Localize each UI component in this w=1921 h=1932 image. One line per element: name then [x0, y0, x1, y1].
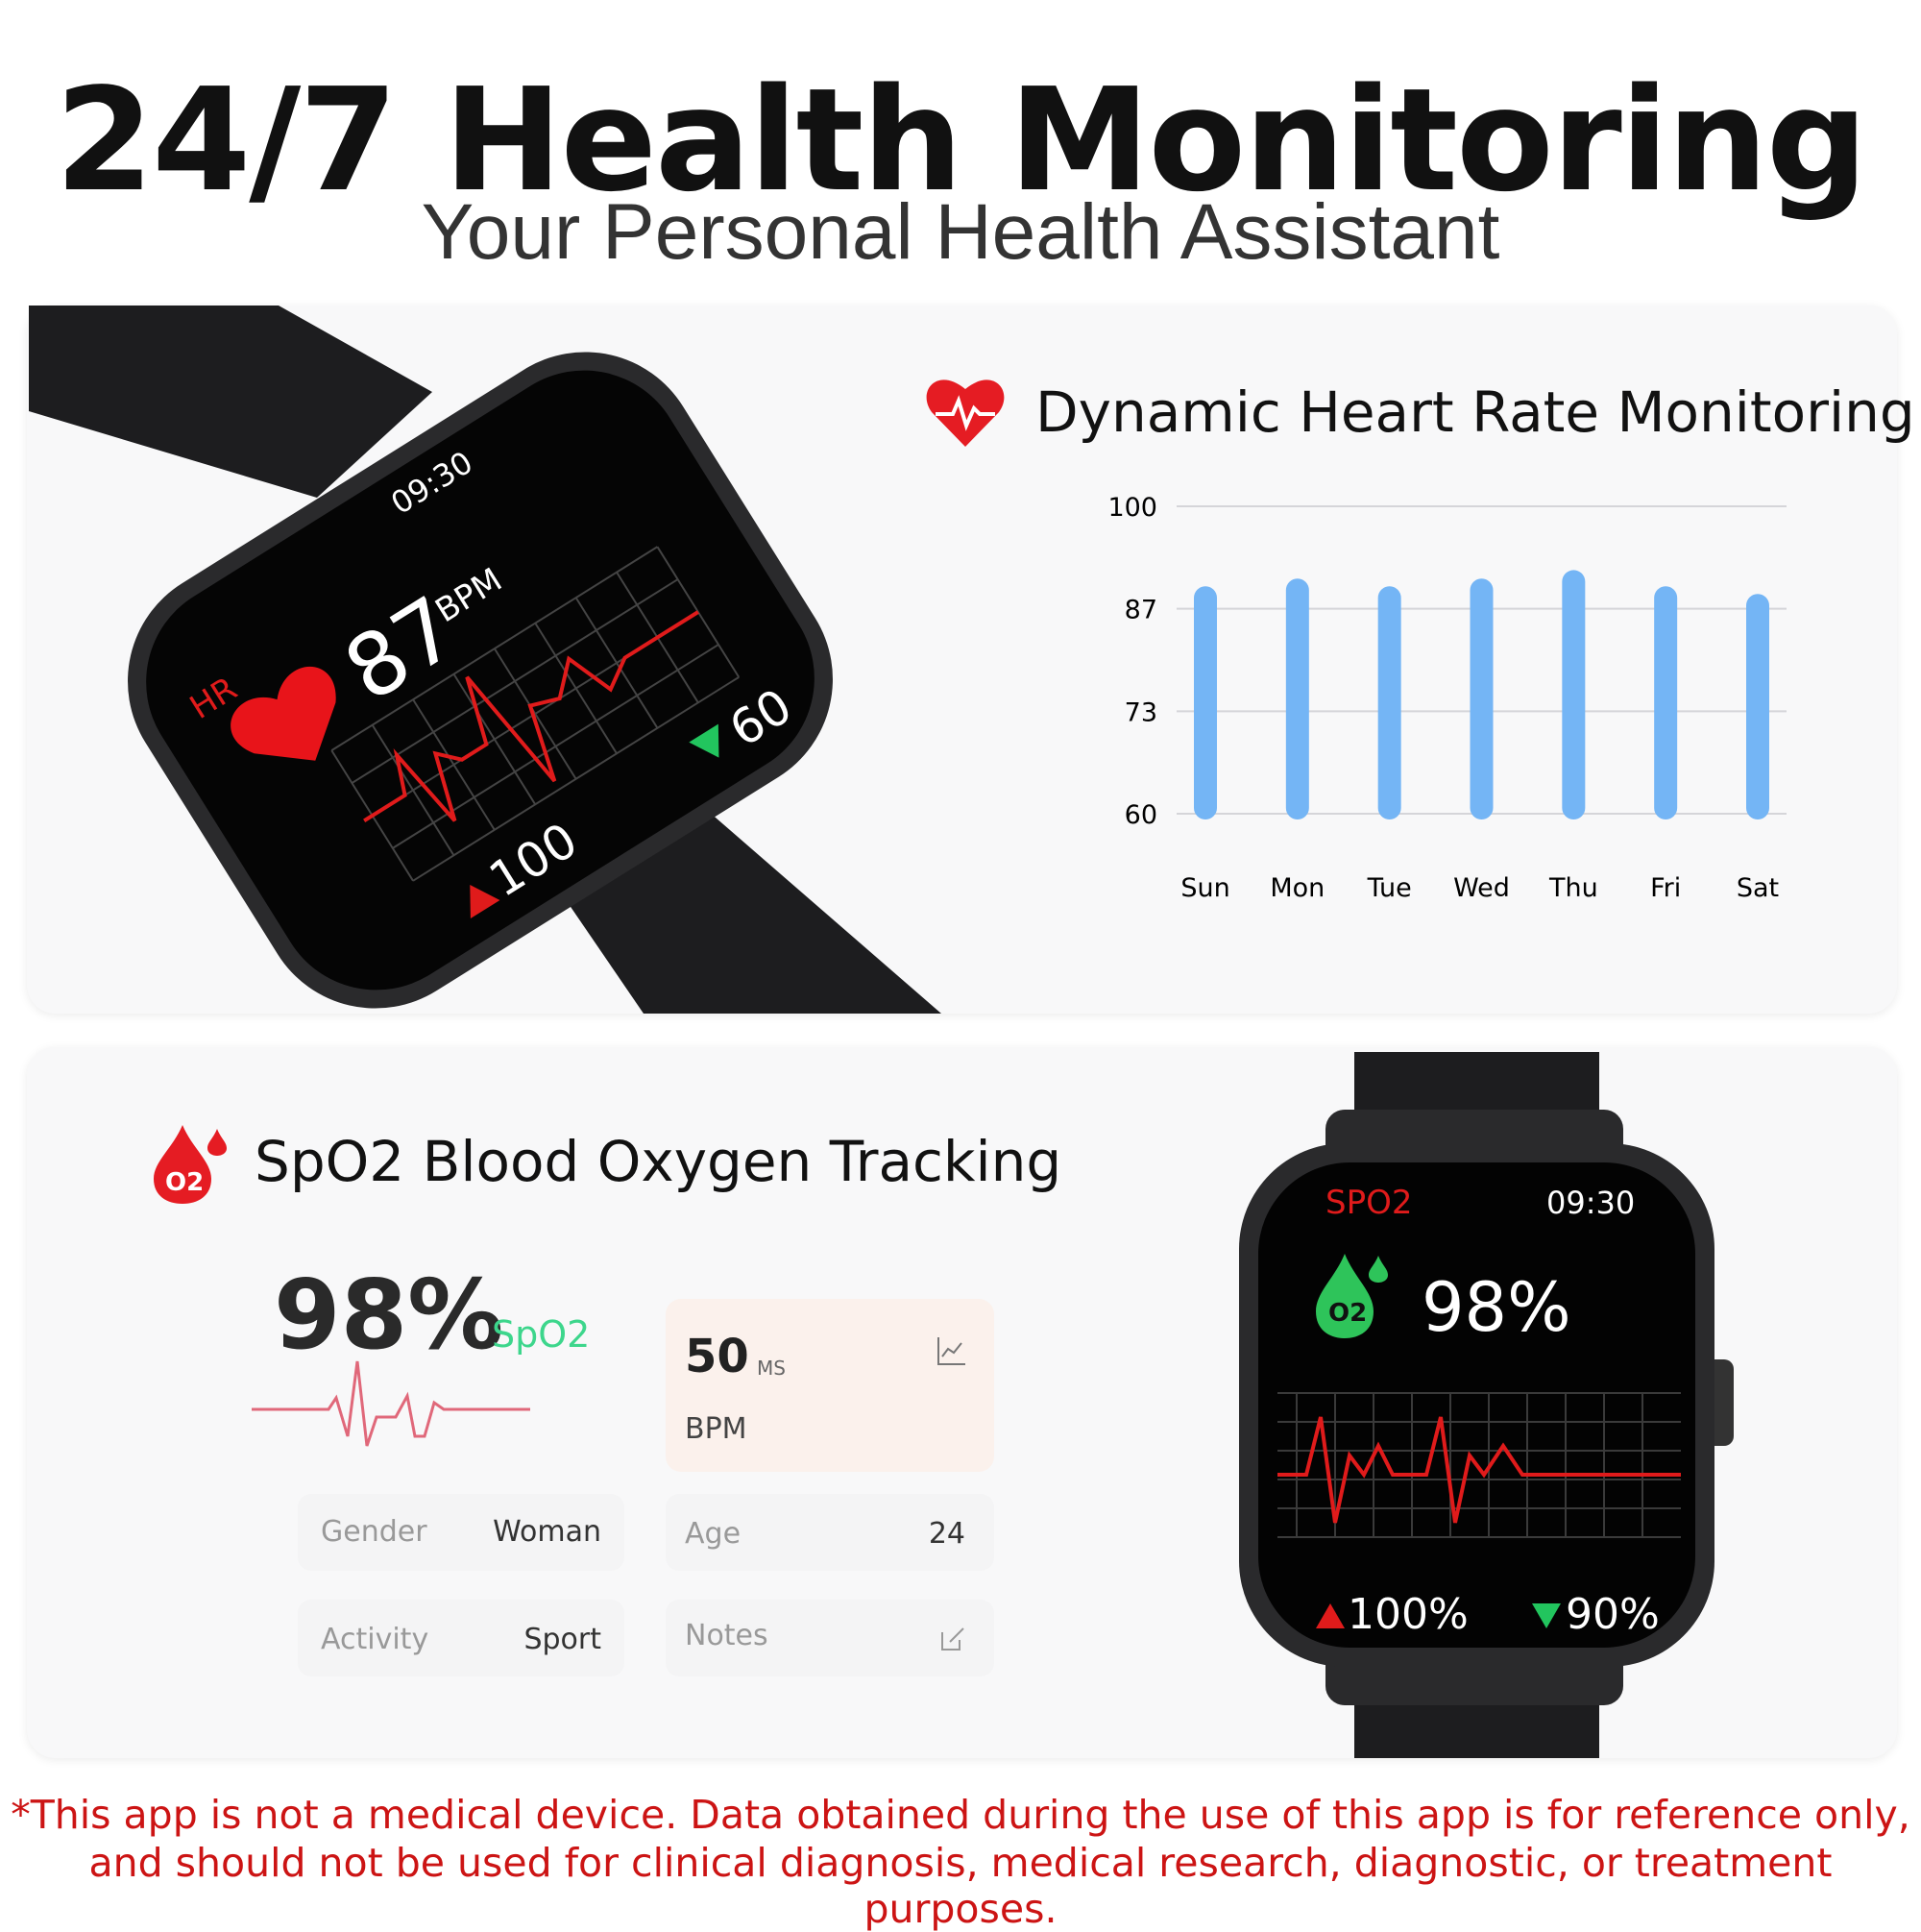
x-tick-label: Fri — [1650, 873, 1681, 903]
gender-row: Gender Woman — [298, 1494, 624, 1571]
y-tick-label: 60 — [1125, 800, 1157, 830]
pulse-line-icon — [252, 1360, 530, 1447]
x-tick-label: Mon — [1270, 873, 1325, 903]
notes-row[interactable]: Notes — [666, 1600, 994, 1676]
x-tick-label: Sat — [1737, 873, 1779, 903]
page-title: 24/7 Health Monitoring — [55, 58, 1868, 223]
disclaimer-line-1: *This app is not a medical device. Data … — [11, 1792, 1910, 1838]
heart-rate-chart: 100 87 73 60 Sun Mon Tue Wed Thu Fri Sat — [1107, 493, 1787, 903]
watch-time: 09:30 — [1546, 1185, 1635, 1221]
gender-value: Woman — [493, 1515, 601, 1549]
heart-icon — [231, 667, 336, 761]
bpm-card-value: 50 — [685, 1330, 749, 1383]
bar — [1377, 586, 1401, 819]
o2-drop-icon — [1316, 1254, 1374, 1338]
x-tick-label: Tue — [1367, 873, 1412, 903]
watch-low: 90% — [1566, 1590, 1660, 1639]
bar — [1654, 586, 1678, 819]
heart-rate-watch-image: HR 09:30 87 BPM 60 100 — [29, 306, 941, 1014]
bar — [1746, 594, 1769, 819]
watch-spo2-value: 98% — [1422, 1268, 1571, 1347]
y-tick-label: 100 — [1107, 493, 1157, 523]
gender-label: Gender — [321, 1515, 427, 1549]
watch-spo2-label: SPO2 — [1325, 1184, 1412, 1222]
spo2-watch-image: SPO2 09:30 O2 98% 100% 90% — [1239, 1052, 1734, 1758]
spo2-value-label: SpO2 — [492, 1313, 591, 1356]
o2-drop-icon: O2 — [154, 1125, 227, 1204]
bpm-card-unit: MS — [757, 1357, 786, 1380]
x-tick-label: Wed — [1453, 873, 1510, 903]
edit-icon[interactable] — [940, 1626, 965, 1651]
y-tick-label: 87 — [1125, 596, 1157, 625]
spo2-section-title: SpO2 Blood Oxygen Tracking — [255, 1129, 1062, 1194]
heart-section-title: Dynamic Heart Rate Monitoring — [1035, 379, 1915, 445]
activity-label: Activity — [321, 1623, 429, 1656]
y-tick-label: 73 — [1125, 697, 1157, 727]
watch-high: 100% — [1348, 1590, 1469, 1639]
o2-icon-text: O2 — [165, 1168, 204, 1197]
bar — [1562, 570, 1586, 819]
heart-pulse-icon — [926, 379, 1005, 447]
x-tick-label: Thu — [1548, 873, 1598, 903]
disclaimer-line-2: and should not be used for clinical diag… — [88, 1840, 1833, 1932]
activity-row: Activity Sport — [298, 1600, 624, 1676]
page-subtitle: Your Personal Health Assistant — [421, 188, 1500, 276]
bpm-card-label: BPM — [685, 1412, 747, 1446]
x-tick-label: Sun — [1180, 873, 1229, 903]
trend-chart-icon[interactable] — [936, 1335, 967, 1366]
bpm-card: 50 MS BPM — [666, 1299, 994, 1472]
bar — [1470, 578, 1494, 819]
age-label: Age — [685, 1517, 742, 1551]
o2-icon-text: O2 — [1328, 1299, 1367, 1328]
activity-value: Sport — [523, 1623, 601, 1656]
bar — [1194, 586, 1217, 819]
age-value: 24 — [928, 1517, 965, 1551]
spo2-value: 98% — [274, 1259, 504, 1371]
age-row: Age 24 — [666, 1494, 994, 1571]
bar — [1285, 578, 1309, 819]
notes-label: Notes — [685, 1619, 768, 1652]
